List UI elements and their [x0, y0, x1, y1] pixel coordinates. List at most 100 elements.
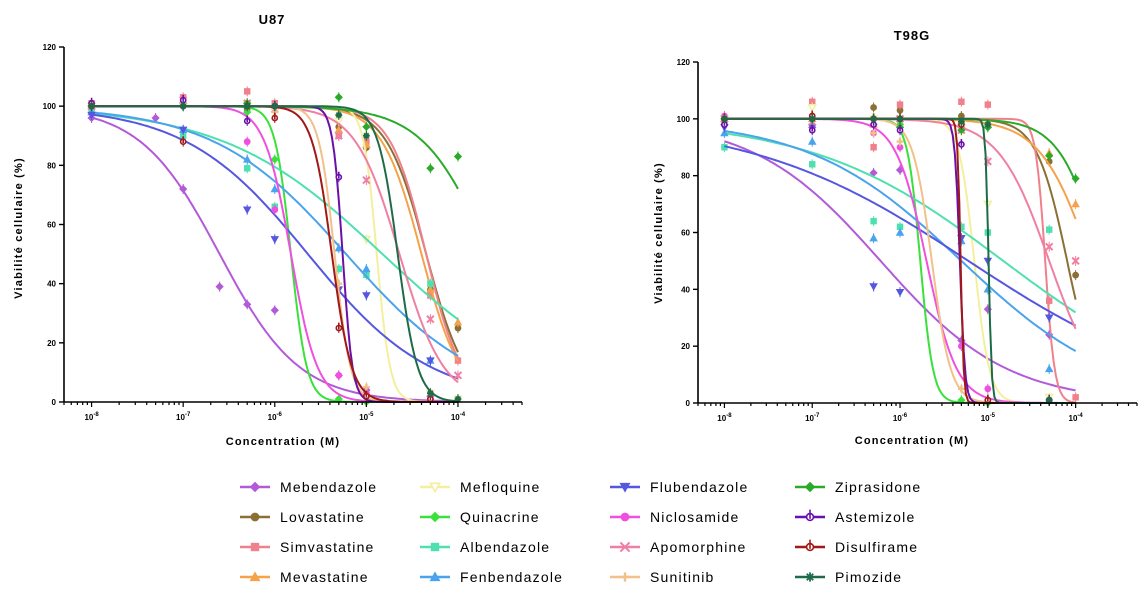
series-flubendazole	[87, 110, 459, 380]
data-point	[335, 322, 343, 332]
x-tick-label: 10-6	[268, 412, 283, 422]
y-tick-label: 0	[686, 399, 691, 408]
fit-curve	[91, 105, 459, 403]
data-point	[958, 385, 965, 393]
y-tick-label: 40	[47, 280, 56, 289]
fit-curve	[91, 105, 458, 403]
series-pimozide	[88, 101, 462, 405]
fit-curve	[724, 145, 1077, 327]
data-point	[1071, 174, 1080, 183]
legend-item-lovastatine: Lovastatine	[240, 509, 365, 525]
data-point	[426, 315, 435, 324]
legend-label: Pimozide	[835, 569, 902, 585]
data-point	[957, 126, 966, 135]
x-tick-label: 10-7	[176, 412, 191, 422]
data-point	[243, 138, 251, 146]
data-point	[426, 357, 435, 366]
legend-item-disulfirame: Disulfirame	[795, 539, 917, 555]
fit-curve	[91, 105, 458, 403]
data-point	[453, 152, 463, 161]
data-point	[1072, 394, 1079, 401]
data-point	[1045, 226, 1053, 233]
fit-curve	[91, 105, 458, 403]
data-point	[870, 144, 877, 151]
legend-marker	[620, 572, 630, 582]
data-point	[958, 138, 965, 148]
legend-marker	[249, 571, 261, 582]
chart-panel-t98g: T98G 0 20 40 60 80 100 120 10-8 10-7 10-6 10-5 10-4…	[653, 28, 1138, 447]
fit-curve	[91, 116, 459, 403]
data-point	[896, 101, 904, 108]
legend-item-quinacrine: Quinacrine	[420, 509, 539, 525]
y-tick-label: 120	[677, 58, 691, 67]
data-point	[1045, 151, 1054, 160]
data-point	[362, 292, 371, 300]
legend-item-fenbendazole: Fenbendazole	[420, 569, 562, 585]
data-point	[362, 383, 370, 391]
data-point	[984, 385, 992, 393]
y-axis-label: Viabilité cellulaire (%)	[13, 157, 25, 299]
data-point	[809, 161, 816, 168]
legend-marker	[619, 482, 631, 493]
data-point	[427, 280, 434, 287]
series-astemizole	[88, 94, 458, 405]
y-tick-label: 60	[47, 221, 56, 230]
legend-item-ziprasidone: Ziprasidone	[795, 479, 920, 495]
y-tick-label: 100	[43, 102, 57, 111]
legend-marker	[805, 539, 815, 552]
legend-label: Lovastatine	[280, 509, 365, 525]
series-niclosamide	[721, 110, 1076, 406]
x-tick-label: 10-6	[893, 413, 908, 423]
legend-item-albendazole: Albendazole	[420, 539, 550, 555]
legend-marker	[805, 509, 815, 522]
data-point	[427, 389, 434, 397]
data-point	[87, 111, 96, 120]
data-point	[362, 132, 370, 140]
data-point	[869, 233, 878, 242]
y-tick-label: 100	[677, 115, 691, 124]
y-tick-label: 60	[681, 229, 690, 238]
data-point	[271, 102, 279, 110]
legend-label: Mevastatine	[280, 569, 369, 585]
data-point	[362, 264, 371, 273]
data-point	[426, 285, 435, 293]
y-tick-label: 80	[681, 172, 690, 181]
data-point	[362, 122, 371, 131]
data-point	[984, 101, 992, 108]
x-tick-label: 10-7	[805, 413, 820, 423]
data-point	[335, 111, 343, 119]
legend-label: Albendazole	[460, 539, 550, 555]
data-point	[363, 390, 370, 400]
legend-item-apomorphine: Apomorphine	[610, 539, 745, 555]
data-point	[271, 206, 279, 214]
data-point	[1071, 199, 1080, 208]
legend-item-astemizole: Astemizole	[795, 509, 915, 525]
legend-item-pimozide: Pimozide	[795, 569, 902, 585]
y-tick-label: 80	[47, 161, 56, 170]
y-axis-label: Viabilité cellulaire (%)	[653, 162, 665, 304]
data-point	[721, 115, 728, 123]
data-point	[453, 317, 463, 326]
legend-item-niclosamide: Niclosamide	[610, 509, 738, 525]
data-point	[270, 184, 280, 193]
data-point	[895, 228, 905, 236]
data-point	[720, 128, 729, 137]
data-point	[896, 138, 904, 145]
data-point	[896, 115, 904, 123]
data-point	[243, 165, 251, 172]
data-point	[958, 98, 965, 106]
legend-label: Simvastatine	[280, 539, 375, 555]
data-point	[362, 176, 371, 185]
data-point	[270, 236, 280, 244]
data-point	[1045, 396, 1053, 404]
legend: Mebendazole Lovastatine Simvastatine Mevast…	[240, 479, 920, 585]
data-point	[243, 115, 251, 125]
data-point	[870, 217, 877, 225]
legend-label: Astemizole	[835, 509, 915, 525]
data-point	[179, 102, 187, 110]
x-tick-label: 10-8	[84, 412, 99, 422]
data-point	[335, 371, 343, 379]
fit-curve	[724, 140, 1076, 392]
legend-item-mebendazole: Mebendazole	[240, 479, 376, 495]
